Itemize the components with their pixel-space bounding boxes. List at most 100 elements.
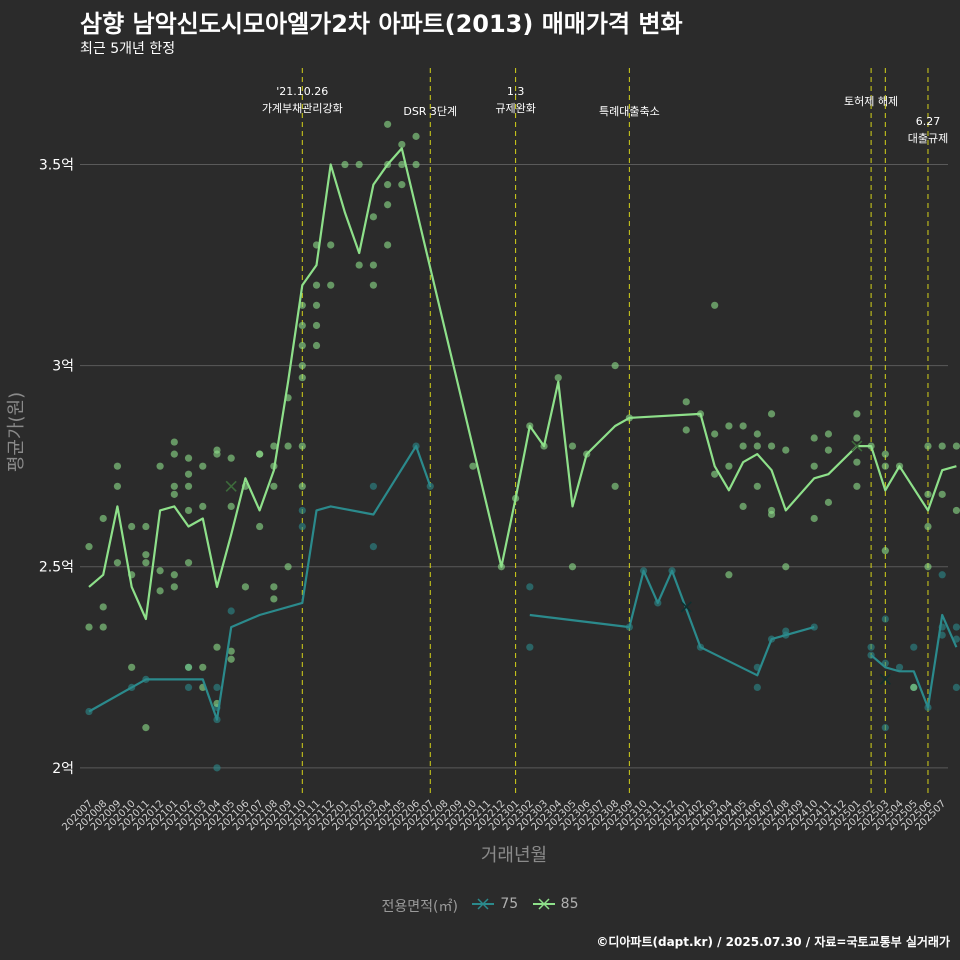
data-point-85 xyxy=(924,490,932,498)
data-point-75 xyxy=(526,583,534,591)
data-point-85 xyxy=(170,490,178,498)
data-point-85 xyxy=(298,341,306,350)
data-point-85 xyxy=(938,490,946,498)
cross-marker-75 xyxy=(879,673,891,685)
data-point-85 xyxy=(312,321,321,330)
data-point-85 xyxy=(924,522,932,531)
data-point-85 xyxy=(767,442,776,450)
data-point-85 xyxy=(810,462,818,470)
data-point-85 xyxy=(398,181,406,189)
data-point-85 xyxy=(782,563,790,571)
data-point-85 xyxy=(910,683,918,692)
data-point-85 xyxy=(227,655,235,663)
data-point-85 xyxy=(170,583,178,591)
data-point-85 xyxy=(739,422,747,430)
series-line-75 xyxy=(529,569,815,677)
data-point-85 xyxy=(711,301,719,309)
source-caption: ©디아파트(dapt.kr) / 2025.07.30 / 자료=국토교통부 실… xyxy=(596,935,950,949)
data-point-75 xyxy=(298,522,306,531)
data-point-75 xyxy=(810,623,818,631)
series-line-85 xyxy=(88,147,957,621)
data-point-85 xyxy=(327,281,335,289)
event-annotation: 가계부채관리강화 xyxy=(262,102,343,115)
data-point-85 xyxy=(384,120,392,128)
data-point-85 xyxy=(711,470,719,478)
data-point-85 xyxy=(682,426,690,434)
data-point-85 xyxy=(327,241,335,249)
data-point-85 xyxy=(369,261,377,269)
data-point-85 xyxy=(270,482,278,490)
data-point-85 xyxy=(199,462,207,470)
data-point-85 xyxy=(611,362,619,370)
data-point-75 xyxy=(952,683,960,692)
event-annotation: '21.10.26 xyxy=(276,85,328,98)
data-point-85 xyxy=(355,261,363,269)
y-tick-label: 3억 xyxy=(52,359,74,375)
data-point-85 xyxy=(924,563,932,571)
data-point-85 xyxy=(824,498,833,506)
legend-swatch-75 xyxy=(472,898,495,910)
data-point-75 xyxy=(881,615,889,623)
data-point-85 xyxy=(170,438,178,446)
chart-subtitle: 최근 5개년 한정 xyxy=(80,41,176,57)
data-point-85 xyxy=(170,482,178,490)
data-point-85 xyxy=(369,213,377,221)
data-point-85 xyxy=(256,450,264,458)
data-point-85 xyxy=(270,442,278,450)
event-annotation: DSR 3단계 xyxy=(403,105,457,118)
legend-swatch-85 xyxy=(532,898,555,910)
data-point-75 xyxy=(184,683,193,692)
data-point-85 xyxy=(355,160,363,169)
data-point-85 xyxy=(199,502,207,511)
legend: 전용면적(㎡) 75 85 xyxy=(0,896,960,916)
data-point-85 xyxy=(298,482,306,490)
data-point-85 xyxy=(142,559,150,567)
series-line-75 xyxy=(870,613,958,709)
data-point-75 xyxy=(910,643,918,651)
data-point-85 xyxy=(284,442,292,450)
data-point-85 xyxy=(384,201,392,209)
data-point-85 xyxy=(767,410,776,418)
data-point-85 xyxy=(156,462,164,470)
data-point-85 xyxy=(113,462,122,470)
data-point-85 xyxy=(711,430,719,438)
legend-item-75: 75 xyxy=(470,896,518,912)
data-point-85 xyxy=(924,442,932,450)
data-point-85 xyxy=(312,281,321,289)
cross-marker-85 xyxy=(225,480,237,492)
data-point-85 xyxy=(99,514,107,523)
data-point-75 xyxy=(753,683,761,692)
data-point-85 xyxy=(213,643,221,651)
x-axis-title: 거래년월 xyxy=(481,845,547,866)
data-point-75 xyxy=(213,683,221,692)
legend-label-85: 85 xyxy=(560,896,579,912)
data-point-85 xyxy=(767,510,776,519)
data-point-75 xyxy=(867,643,875,651)
data-point-85 xyxy=(952,442,960,450)
data-point-85 xyxy=(227,502,235,511)
data-point-85 xyxy=(810,434,818,442)
data-point-85 xyxy=(398,140,406,149)
data-point-85 xyxy=(184,559,193,567)
data-point-85 xyxy=(227,454,235,462)
event-annotation: 특례대출축소 xyxy=(599,105,660,118)
data-point-85 xyxy=(853,482,861,490)
legend-item-85: 85 xyxy=(531,896,579,912)
data-point-85 xyxy=(554,374,562,382)
data-point-85 xyxy=(853,458,861,466)
event-annotation: 토허제 해제 xyxy=(844,94,898,108)
data-point-85 xyxy=(184,482,193,490)
data-point-85 xyxy=(213,450,221,458)
y-axis-title: 평균가(원) xyxy=(6,392,27,472)
legend-title: 전용면적(㎡) xyxy=(381,899,458,915)
data-point-85 xyxy=(568,442,577,450)
data-point-85 xyxy=(142,724,150,732)
data-point-85 xyxy=(128,663,136,671)
data-point-85 xyxy=(725,422,733,430)
data-point-85 xyxy=(256,522,264,531)
data-point-85 xyxy=(199,663,207,671)
data-point-85 xyxy=(725,462,733,470)
data-point-75 xyxy=(938,571,946,579)
data-point-85 xyxy=(881,547,889,555)
data-point-75 xyxy=(227,607,235,615)
